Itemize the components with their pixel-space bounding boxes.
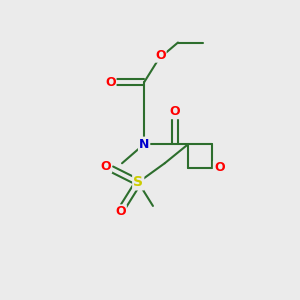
Text: O: O — [170, 105, 180, 118]
Text: O: O — [115, 205, 126, 218]
Text: O: O — [214, 161, 224, 174]
Text: O: O — [100, 160, 111, 173]
Text: O: O — [105, 76, 116, 89]
Text: N: N — [139, 138, 149, 151]
Text: S: S — [133, 176, 143, 189]
Text: O: O — [155, 49, 166, 62]
